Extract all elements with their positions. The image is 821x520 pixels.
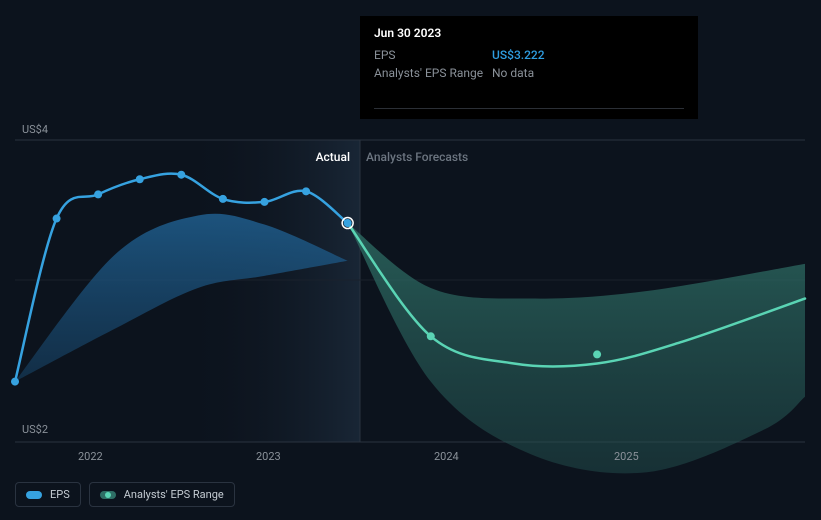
tooltip-row-eps: EPS US$3.222 bbox=[374, 48, 684, 62]
y-axis-label: US$2 bbox=[22, 423, 48, 436]
legend-swatch bbox=[100, 491, 116, 499]
tooltip-divider bbox=[374, 108, 684, 109]
x-axis-label: 2024 bbox=[434, 450, 459, 463]
x-axis-label: 2023 bbox=[256, 450, 281, 463]
legend-item-eps[interactable]: EPS bbox=[15, 482, 81, 507]
legend-swatch bbox=[26, 491, 42, 499]
legend-text: Analysts' EPS Range bbox=[124, 488, 224, 501]
tooltip-value: No data bbox=[492, 66, 534, 80]
legend-text: EPS bbox=[50, 488, 70, 501]
chart-legend: EPS Analysts' EPS Range bbox=[15, 482, 235, 507]
tooltip-label: Analysts' EPS Range bbox=[374, 66, 492, 80]
eps-chart: Jun 30 2023 EPS US$3.222 Analysts' EPS R… bbox=[0, 0, 821, 520]
tooltip-date: Jun 30 2023 bbox=[374, 26, 684, 40]
x-axis-label: 2025 bbox=[614, 450, 639, 463]
tooltip-row-range: Analysts' EPS Range No data bbox=[374, 66, 684, 80]
tooltip-value: US$3.222 bbox=[492, 48, 545, 62]
legend-item-range[interactable]: Analysts' EPS Range bbox=[89, 482, 235, 507]
x-axis-label: 2022 bbox=[78, 450, 103, 463]
tooltip-label: EPS bbox=[374, 48, 492, 62]
forecast-section-label: Analysts Forecasts bbox=[366, 150, 468, 164]
y-axis-label: US$4 bbox=[22, 123, 48, 136]
actual-section-label: Actual bbox=[290, 150, 350, 164]
chart-tooltip: Jun 30 2023 EPS US$3.222 Analysts' EPS R… bbox=[360, 16, 698, 119]
